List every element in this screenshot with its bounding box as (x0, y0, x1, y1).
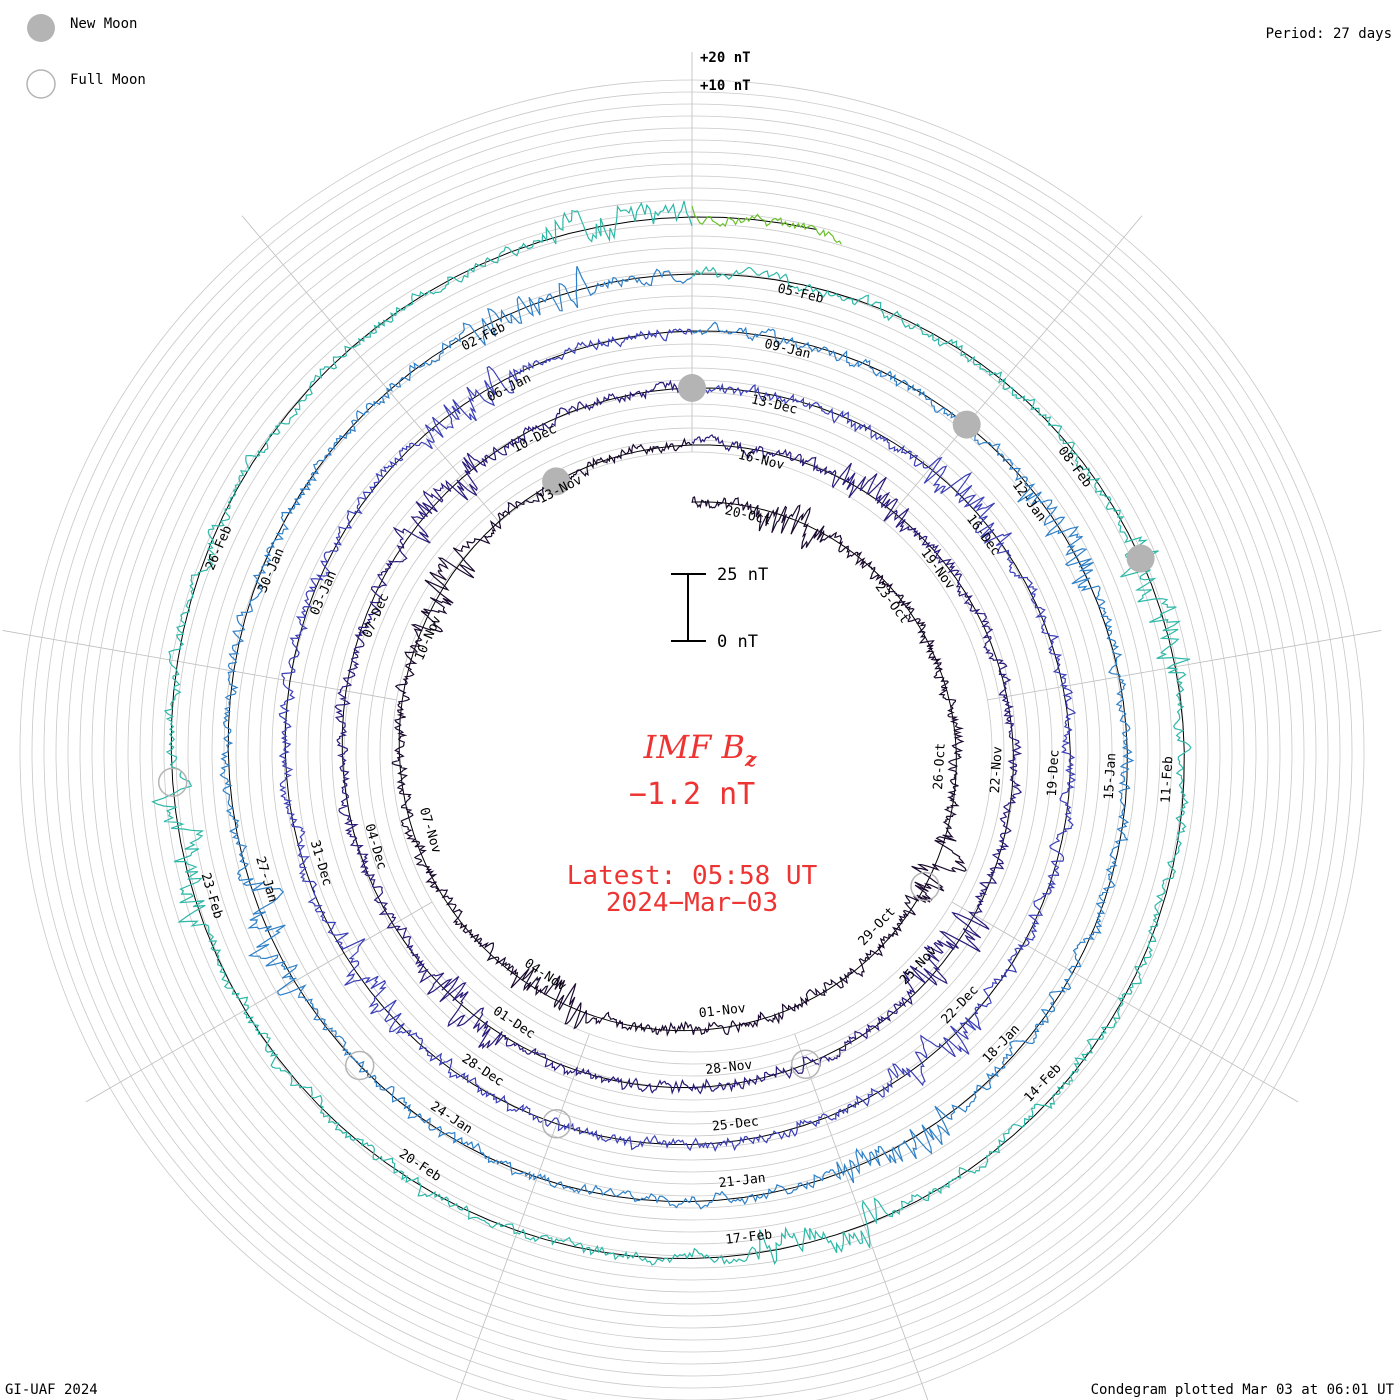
radial-grid-line (455, 1033, 590, 1400)
ring-grid-line (55, 115, 1329, 1389)
ring-grid-line (115, 175, 1269, 1329)
ring-grid-line (343, 403, 1041, 1101)
date-label: 26-Oct (931, 743, 949, 791)
date-label: 01-Dec (490, 1004, 537, 1042)
date-label: 25-Dec (711, 1114, 759, 1134)
ring-grid-line (127, 187, 1257, 1317)
period-label: Period: 27 days (1266, 26, 1392, 42)
bz-series-turn-4 (219, 265, 1135, 1210)
full-moon-marker (910, 871, 940, 902)
scale-bar: 25 nT 0 nT (671, 565, 768, 652)
ring-grid-line (247, 307, 1137, 1197)
date-label: 04-Dec (361, 822, 389, 871)
date-label: 06-Jan (485, 371, 534, 406)
bz-series-turn-6 (691, 205, 842, 245)
center-date: 2024−Mar−03 (606, 888, 778, 918)
bz-series-turn-3 (278, 328, 1077, 1153)
ring-tick-label-10: +10 nT (700, 78, 751, 94)
center-title-subscript: z (744, 747, 757, 771)
date-label: 07-Nov (416, 806, 444, 855)
center-latest: Latest: 05:58 UT (567, 861, 818, 891)
date-label: 12-Jan (1009, 478, 1049, 525)
footer-plotted: Condegram plotted Mar 03 at 06:01 UT (1091, 1382, 1395, 1398)
radial-grid-line (987, 630, 1382, 701)
ring-grid-line (31, 91, 1353, 1400)
date-label: 01-Nov (698, 1001, 747, 1021)
date-label: 15-Jan (1102, 753, 1120, 801)
series-layer (151, 200, 1192, 1266)
center-title-main: IMF B (643, 728, 745, 766)
ring-grid-line (235, 295, 1149, 1209)
full-moon-marker (790, 1049, 821, 1080)
ring-grid-line (103, 163, 1281, 1341)
full-moon-legend-icon (26, 69, 56, 99)
date-label: 26-Feb (203, 523, 235, 572)
date-label: 10-Dec (510, 422, 559, 457)
ring-grid-line (391, 451, 993, 1053)
date-label: 05-Feb (776, 281, 825, 306)
ring-grid-line (139, 199, 1245, 1305)
new-moon-marker (678, 374, 706, 402)
ring-tick-label-20: +20 nT (700, 50, 751, 66)
ring-grid-line (223, 283, 1161, 1221)
ring-grid-line (307, 367, 1077, 1137)
date-label: 28-Dec (459, 1051, 506, 1089)
bz-series-turn-5 (151, 200, 1192, 1266)
ring-grid-line (175, 235, 1209, 1269)
new-moon-marker (542, 467, 571, 496)
date-label: 18-Jan (980, 1022, 1023, 1066)
date-label: 07-Dec (360, 591, 392, 640)
date-label: 19-Dec (1045, 749, 1063, 797)
footer-credit: GI-UAF 2024 (5, 1382, 98, 1398)
scale-bar-high-label: 25 nT (717, 565, 768, 585)
new-moon-legend-label: New Moon (70, 16, 137, 32)
radial-grid-line (85, 901, 433, 1103)
ring-grid-line (211, 271, 1173, 1233)
moon-layer (157, 374, 1155, 1139)
new-moon-legend-icon (27, 14, 55, 42)
bz-series-turn-2 (334, 379, 1023, 1095)
radial-grid-line (2, 630, 397, 701)
radial-grid-line (884, 215, 1143, 523)
ring-grid-line (283, 343, 1101, 1161)
ring-grid-line (379, 439, 1005, 1065)
ring-grid-line (19, 79, 1365, 1400)
center-title: IMF Bz (643, 728, 757, 771)
ring-grid-line (67, 127, 1317, 1377)
radial-grid-line (794, 1033, 929, 1400)
date-label: 22-Dec (939, 983, 982, 1027)
new-moon-marker (952, 410, 981, 439)
date-label: 11-Feb (1159, 756, 1177, 804)
date-label: 27-Jan (252, 855, 280, 904)
ring-grid-line (151, 211, 1233, 1293)
date-label: 10-Nov (412, 614, 444, 663)
grid-layer (2, 52, 1382, 1400)
date-label: 22-Nov (988, 746, 1006, 794)
radial-grid-line (241, 215, 500, 523)
full-moon-marker (541, 1109, 572, 1139)
radial-grid-line (951, 901, 1299, 1103)
date-label: 21-Jan (718, 1171, 766, 1191)
date-label: 17-Feb (725, 1227, 774, 1247)
full-moon-marker (344, 1050, 375, 1081)
date-label: 09-Jan (763, 337, 812, 362)
center-value: −1.2 nT (629, 777, 755, 812)
bz-series-turn-1 (391, 437, 967, 1037)
ring-grid-line (91, 151, 1293, 1353)
date-label: 28-Nov (705, 1058, 754, 1078)
date-label: 24-Jan (427, 1099, 474, 1137)
date-label: 25-Nov (897, 943, 940, 988)
ring-grid-line (295, 355, 1089, 1149)
ring-grid-line (43, 103, 1341, 1400)
date-label: 31-Dec (307, 839, 335, 888)
full-moon-legend-label: Full Moon (70, 72, 146, 88)
full-moon-marker (157, 767, 188, 797)
scale-bar-low-label: 0 nT (717, 632, 758, 652)
ring-grid-line (79, 139, 1305, 1365)
ring-grid-line (259, 319, 1125, 1185)
new-moon-marker (1126, 544, 1155, 573)
